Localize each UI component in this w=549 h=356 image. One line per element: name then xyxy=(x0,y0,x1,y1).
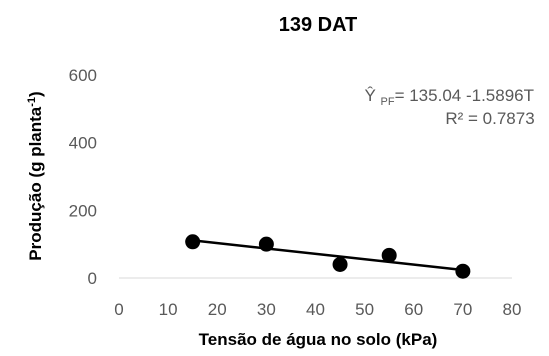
regression-equation-subscript: PF xyxy=(381,96,395,108)
x-tick-label: 10 xyxy=(159,300,178,319)
x-tick-label: 20 xyxy=(208,300,227,319)
y-axis-label-main: Produção (g planta xyxy=(26,106,45,261)
y-axis-label-end: ) xyxy=(26,91,45,97)
r-squared-label: R² = 0.7873 xyxy=(445,109,534,128)
y-tick-label: 400 xyxy=(69,134,97,153)
data-point xyxy=(185,234,201,250)
x-tick-label: 0 xyxy=(114,300,123,319)
y-tick-label: 0 xyxy=(88,269,97,288)
trendline-layer xyxy=(192,239,464,272)
trendline xyxy=(192,239,464,272)
data-point xyxy=(332,256,348,272)
data-point xyxy=(455,263,471,279)
points-layer xyxy=(185,234,471,279)
x-tick-label: 60 xyxy=(404,300,423,319)
regression-equation: Ŷ PF= 135.04 -1.5896T xyxy=(364,86,534,108)
x-tick-label: 30 xyxy=(257,300,276,319)
x-tick-label: 50 xyxy=(355,300,374,319)
y-axis-label-superscript: -1 xyxy=(26,97,38,107)
data-point xyxy=(258,236,274,252)
x-tick-label: 40 xyxy=(306,300,325,319)
x-tick-label: 70 xyxy=(453,300,472,319)
y-axis-label: Produção (g planta-1) xyxy=(26,91,45,260)
regression-equation-body: = 135.04 -1.5896T xyxy=(395,86,534,105)
data-point xyxy=(381,247,397,263)
chart-title: 139 DAT xyxy=(279,14,358,36)
x-tick-label: 80 xyxy=(503,300,522,319)
y-tick-label: 600 xyxy=(69,66,97,85)
regression-equation-prefix: Ŷ xyxy=(364,86,380,105)
x-axis-label: Tensão de água no solo (kPa) xyxy=(199,330,438,349)
axes-layer: 0 10 20 30 40 50 60 70 80 0 200 400 600 xyxy=(69,66,522,319)
y-tick-label: 200 xyxy=(69,201,97,220)
